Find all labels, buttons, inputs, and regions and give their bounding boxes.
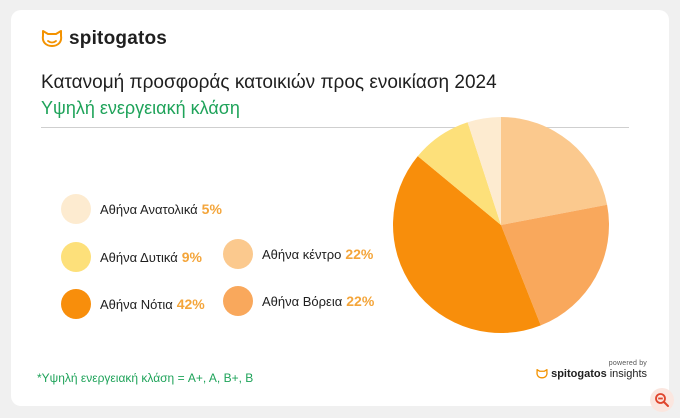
- zoom-out-button[interactable]: [650, 388, 674, 412]
- chart-subtitle: Υψηλή ενεργειακή κλάση: [41, 98, 240, 118]
- legend-percent: 22%: [346, 293, 375, 309]
- legend-label: Αθήνα Νότια: [100, 296, 173, 312]
- legend-label: Αθήνα Ανατολικά: [100, 201, 198, 217]
- powered-by: powered by spitogatos insights: [536, 360, 647, 380]
- legend-label: Αθήνα Βόρεια: [262, 293, 343, 309]
- legend-swatch: [61, 194, 91, 224]
- legend-item-athens-south: Αθήνα Νότια 42%: [61, 289, 205, 319]
- legend-item-athens-east: Αθήνα Ανατολικά 5%: [61, 194, 222, 224]
- legend-swatch: [223, 286, 253, 316]
- legend-swatch: [223, 239, 253, 269]
- infographic-card: spitogatos Κατανομή προσφοράς κατοικιών …: [11, 10, 669, 406]
- chart-title-year: 2024: [454, 72, 497, 93]
- brand-name: spitogatos: [69, 28, 168, 49]
- legend-percent: 5%: [201, 201, 222, 217]
- chart-title: Κατανομή προσφοράς κατοικιών προς ενοικί…: [41, 72, 497, 94]
- chart-title-text: Κατανομή προσφοράς κατοικιών προς ενοικί…: [41, 72, 450, 93]
- brand-logo: spitogatos: [41, 28, 167, 50]
- powered-suffix: insights: [609, 368, 647, 380]
- powered-by-label: powered by: [608, 360, 647, 367]
- pie-chart: [392, 117, 609, 333]
- legend-label: Αθήνα Δυτικά: [100, 249, 178, 265]
- pie-slice-4: [467, 117, 501, 225]
- pie-slice-2: [392, 156, 541, 333]
- cat-logo-icon: [536, 369, 548, 379]
- cat-logo-icon: [41, 30, 63, 47]
- pie-slice-1: [501, 204, 609, 326]
- footnote: *Υψηλή ενεργειακή κλάση = A+, A, B+, B: [37, 371, 254, 385]
- legend-label: Αθήνα κέντρο: [262, 246, 342, 262]
- zoom-out-icon: [655, 393, 669, 407]
- pie-slice-0: [501, 117, 608, 225]
- legend-percent: 22%: [345, 246, 374, 262]
- legend-swatch: [61, 289, 91, 319]
- legend-percent: 9%: [181, 249, 202, 265]
- legend-item-athens-north: Αθήνα Βόρεια 22%: [223, 286, 374, 316]
- legend-percent: 42%: [176, 296, 205, 312]
- title-divider: [41, 127, 629, 128]
- pie-slice-3: [417, 122, 501, 225]
- legend-swatch: [61, 242, 91, 272]
- legend-item-athens-center: Αθήνα κέντρο 22%: [223, 239, 373, 269]
- legend-item-athens-west: Αθήνα Δυτικά 9%: [61, 242, 202, 272]
- powered-brand: spitogatos: [551, 368, 607, 380]
